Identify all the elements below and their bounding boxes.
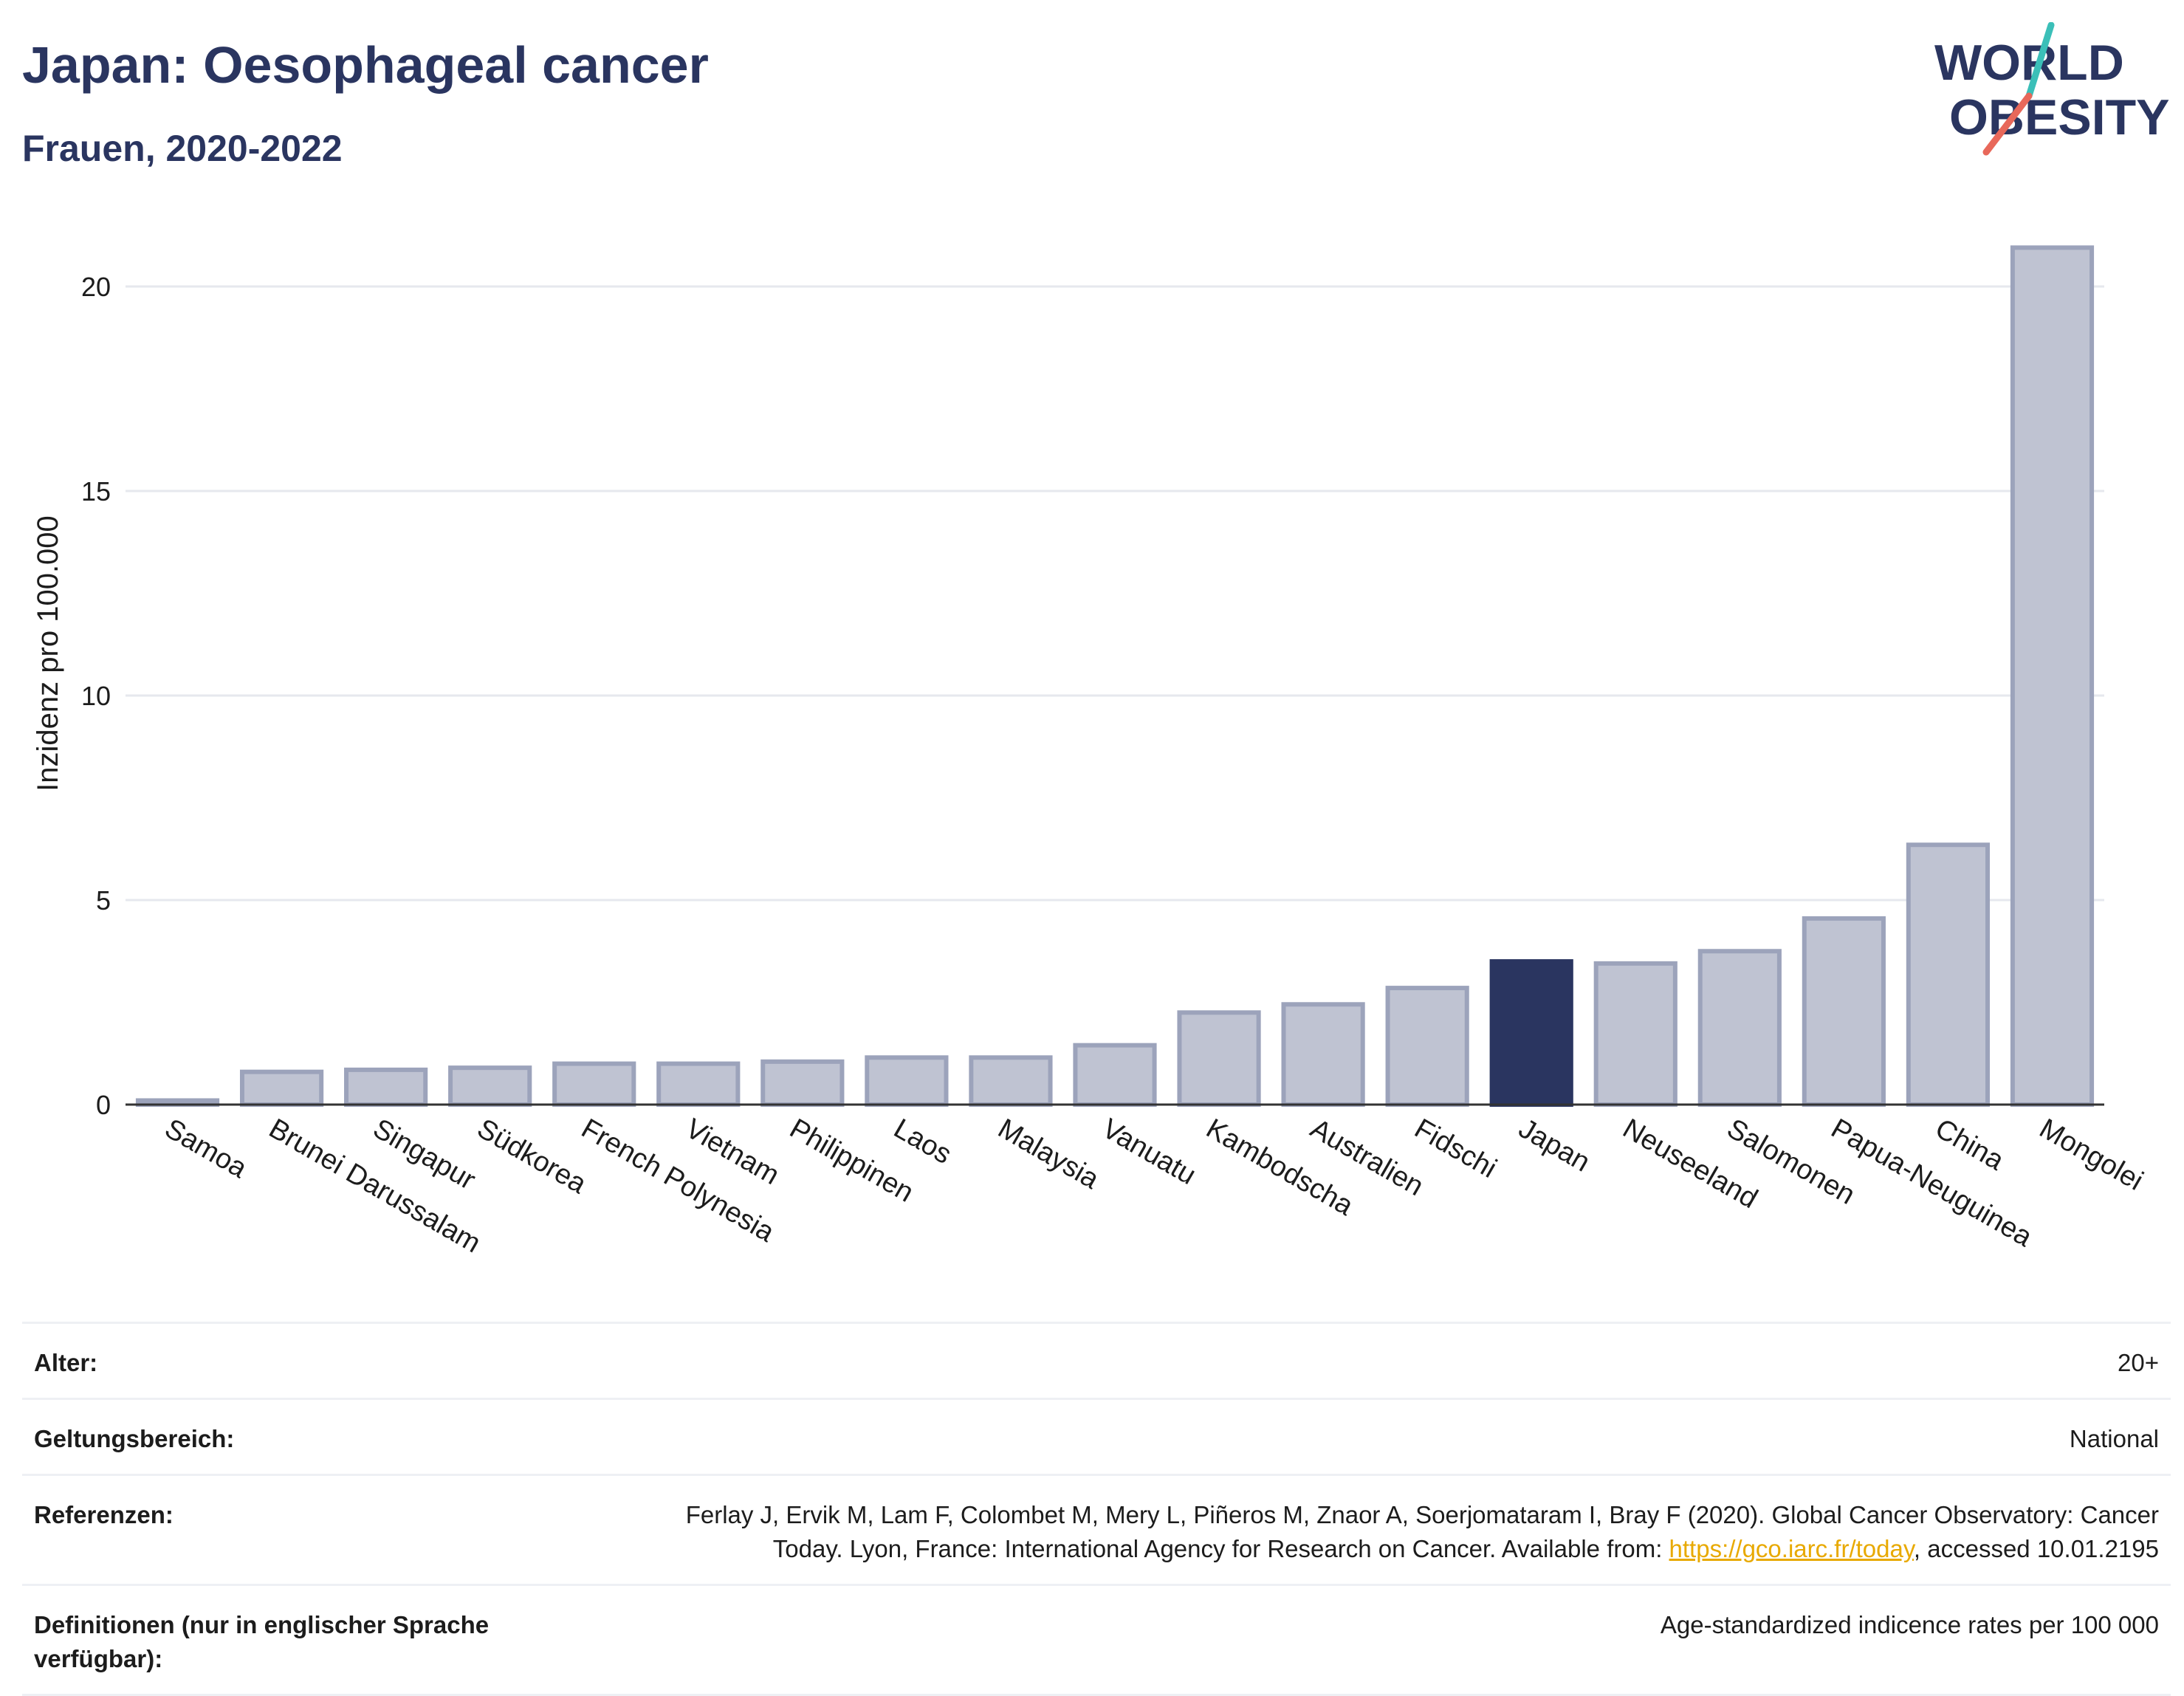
world-obesity-logo: WORLD OBESITY xyxy=(1934,22,2170,156)
bar-china[interactable] xyxy=(1906,842,1991,1107)
bar-australien[interactable] xyxy=(1281,1002,1365,1108)
info-row-age: Alter: 20+ xyxy=(22,1322,2171,1398)
references-label: Referenzen: xyxy=(34,1501,174,1528)
age-value: 20+ xyxy=(2118,1349,2159,1376)
logo-text-world: WORLD xyxy=(1934,35,2124,91)
y-axis-label: Inzidenz pro 100.000 xyxy=(32,515,64,792)
logo-text-obesity: OBESITY xyxy=(1949,89,2170,145)
x-tick-label: Mongolei xyxy=(2034,1113,2149,1196)
y-tick-label: 10 xyxy=(81,681,111,711)
bar-kambodscha[interactable] xyxy=(1177,1010,1261,1107)
chart-subtitle: Frauen, 2020-2022 xyxy=(22,128,343,169)
y-tick-label: 0 xyxy=(96,1090,111,1120)
y-tick-label: 15 xyxy=(81,476,111,507)
bar-neuseeland[interactable] xyxy=(1593,961,1678,1107)
x-tick-label: China xyxy=(1930,1113,2010,1176)
references-text-line2-end: , accessed 10.01.2195 xyxy=(1913,1535,2159,1562)
x-tick-label: French Polynesia xyxy=(576,1113,780,1249)
bar-s-dkorea[interactable] xyxy=(448,1065,532,1108)
x-tick-label: Laos xyxy=(888,1113,956,1170)
info-row-scope: Geltungsbereich: National xyxy=(22,1398,2171,1474)
references-text-line1: Ferlay J, Ervik M, Lam F, Colombet M, Me… xyxy=(685,1501,2159,1528)
y-tick-labels: 0 5 10 15 20 xyxy=(81,272,111,1120)
bar-laos[interactable] xyxy=(865,1055,949,1108)
x-tick-label: Südkorea xyxy=(472,1113,592,1200)
logo-slash-teal-icon xyxy=(2025,22,2055,100)
x-tick-label: Japan xyxy=(1514,1113,1596,1178)
scope-label: Geltungsbereich: xyxy=(34,1425,235,1452)
chart-title: Japan: Oesophageal cancer xyxy=(22,36,709,94)
y-tick-label: 20 xyxy=(81,272,111,302)
bar-vanuatu[interactable] xyxy=(1073,1043,1157,1108)
info-table: Alter: 20+ Geltungsbereich: National Ref… xyxy=(22,1322,2171,1696)
bar-philippinen[interactable] xyxy=(760,1059,845,1107)
references-value: Ferlay J, Ervik M, Lam F, Colombet M, Me… xyxy=(551,1498,2159,1566)
age-label: Alter: xyxy=(34,1349,98,1376)
x-tick-label: Malaysia xyxy=(992,1113,1105,1195)
grid-lines xyxy=(126,285,2104,902)
bar-mongolei[interactable] xyxy=(2010,245,2095,1107)
bar-salomonen[interactable] xyxy=(1697,949,1782,1107)
x-tick-labels: Samoa Brunei DarussalamSingapurSüdkoreaFr… xyxy=(159,1113,2149,1259)
references-link[interactable]: https://gco.iarc.fr/today xyxy=(1669,1535,1914,1562)
x-tick-label: Samoa xyxy=(159,1113,253,1184)
info-row-definitions: Definitionen (nur in englischer Sprache … xyxy=(22,1584,2171,1696)
bar-fidschi[interactable] xyxy=(1385,986,1469,1107)
bar-chart: 0 5 10 15 20 Samoa Brunei DarussalamSingapurS… xyxy=(32,245,2149,1259)
x-tick-label: Vanuatu xyxy=(1097,1113,1201,1191)
bar-japan[interactable] xyxy=(1489,959,1573,1107)
scope-value: National xyxy=(2069,1425,2159,1452)
references-text-line2: Today. Lyon, France: International Agenc… xyxy=(772,1535,1669,1562)
bar-brunei-darussalam[interactable] xyxy=(239,1069,324,1108)
bar-papua-neuguinea[interactable] xyxy=(1802,916,1886,1108)
bar-malaysia[interactable] xyxy=(969,1055,1053,1108)
bar-french-polynesia[interactable] xyxy=(552,1061,636,1107)
definitions-label: Definitionen (nur in englischer Sprache … xyxy=(34,1611,490,1672)
info-row-references: Referenzen: Ferlay J, Ervik M, Lam F, Co… xyxy=(22,1474,2171,1584)
bar-singapur[interactable] xyxy=(344,1067,428,1108)
bar-vietnam[interactable] xyxy=(656,1061,741,1107)
definitions-value: Age-standardized indicence rates per 100… xyxy=(1660,1611,2159,1638)
bars xyxy=(135,245,2095,1108)
y-tick-label: 5 xyxy=(96,885,111,916)
logo-slash-coral-icon xyxy=(1982,92,2033,156)
